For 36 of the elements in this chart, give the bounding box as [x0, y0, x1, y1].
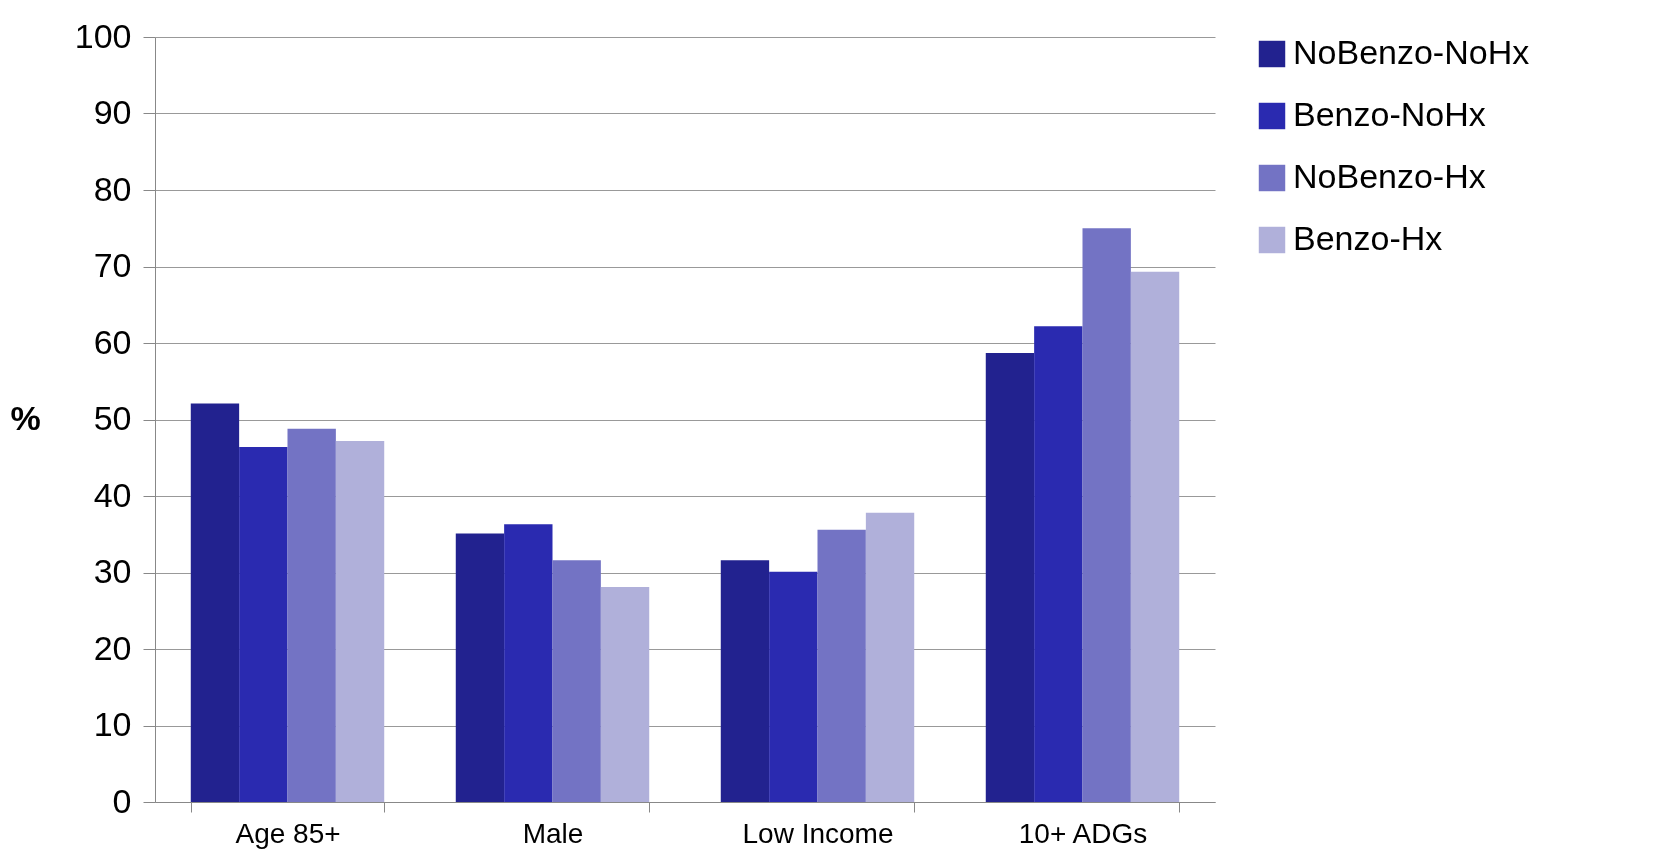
bar: [190, 403, 240, 802]
x-tick-label: Age 85+: [235, 817, 341, 849]
y-tick-label: 30: [93, 552, 132, 590]
legend-label: NoBenzo-Hx: [1293, 157, 1486, 195]
y-tick-label: 40: [93, 475, 132, 514]
bar: [335, 440, 385, 802]
bar: [1082, 228, 1131, 802]
y-tick-label: 10: [93, 705, 132, 743]
bar: [504, 524, 553, 802]
y-tick-label: 50: [93, 399, 132, 437]
bar: [865, 512, 915, 802]
legend-label: NoBenzo-NoHx: [1293, 33, 1530, 71]
bar: [720, 560, 770, 802]
y-tick-label: 70: [93, 246, 132, 284]
bar: [239, 447, 288, 802]
bar: [600, 587, 650, 802]
legend-label: Benzo-NoHx: [1293, 95, 1486, 133]
bar: [287, 428, 336, 802]
legend-label: Benzo-Hx: [1293, 219, 1443, 257]
y-tick-label: 0: [112, 781, 132, 820]
bar: [985, 352, 1035, 802]
x-tick-label: 10+ ADGs: [1018, 817, 1148, 849]
y-tick-label: 20: [93, 628, 132, 667]
x-tick-label: Low Income: [742, 817, 894, 849]
bar: [1034, 326, 1083, 802]
bar: [817, 529, 866, 802]
y-tick-label: 100: [74, 16, 132, 55]
y-tick-label: 80: [93, 169, 132, 208]
bar: [1130, 271, 1180, 802]
y-axis-title: %: [10, 398, 41, 437]
y-tick-label: 60: [93, 322, 132, 361]
bar: [455, 533, 505, 802]
y-tick-label: 90: [93, 93, 132, 131]
bar: [769, 571, 818, 802]
bar: [552, 560, 601, 802]
x-tick-label: Male: [522, 817, 584, 849]
